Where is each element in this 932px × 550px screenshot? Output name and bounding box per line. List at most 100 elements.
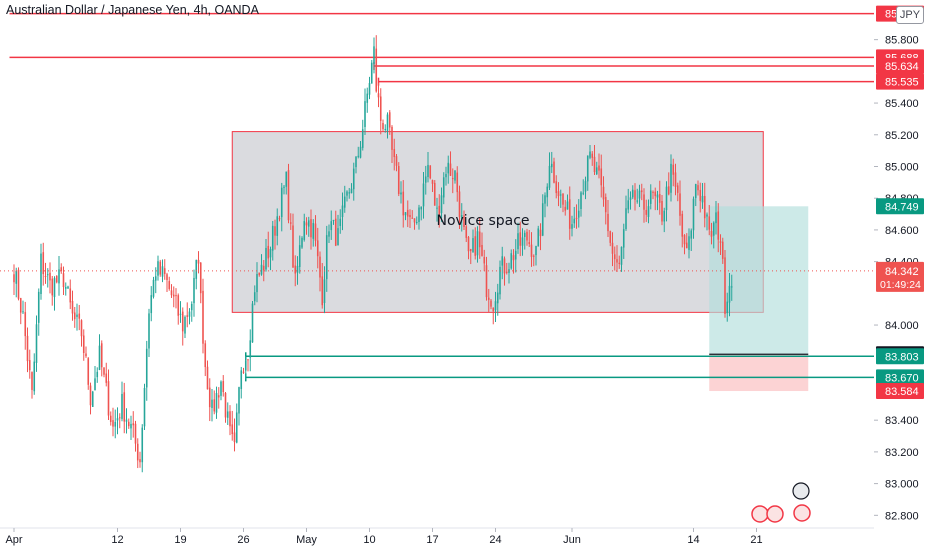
candle-body bbox=[112, 420, 114, 427]
price-tick-label: 84.600 bbox=[885, 225, 919, 237]
candle-body bbox=[211, 399, 213, 409]
candle-body bbox=[161, 266, 164, 277]
candle-body bbox=[640, 190, 643, 193]
idea-avatars[interactable] bbox=[751, 482, 811, 523]
candle-body bbox=[260, 264, 263, 275]
candle-body bbox=[638, 190, 641, 199]
time-tick-label: 21 bbox=[750, 534, 762, 546]
candle-body bbox=[541, 203, 544, 236]
price-tick-label: 85.400 bbox=[885, 98, 919, 110]
candle-body bbox=[393, 149, 396, 158]
candle-body bbox=[636, 200, 639, 202]
candle-body bbox=[258, 272, 261, 276]
candle-body bbox=[571, 224, 573, 229]
candle-body bbox=[17, 269, 20, 299]
horizontal-lines-layer bbox=[9, 12, 874, 382]
candle-body bbox=[456, 172, 459, 193]
time-tick-label: Jun bbox=[563, 534, 581, 546]
candle-body bbox=[460, 215, 463, 220]
candle-body bbox=[256, 274, 258, 293]
countdown-label: 01:49:24 bbox=[880, 279, 921, 291]
candle-body bbox=[312, 223, 315, 239]
candle-body bbox=[44, 275, 47, 277]
candle-body bbox=[465, 226, 468, 238]
candle-body bbox=[346, 191, 348, 196]
price-tick-label: 83.400 bbox=[885, 415, 919, 427]
price-tick-label: 83.200 bbox=[885, 447, 919, 459]
candle-body bbox=[253, 292, 256, 302]
candle-body bbox=[474, 236, 477, 256]
candle-body bbox=[307, 220, 310, 227]
candle-body bbox=[625, 208, 627, 230]
candle-body bbox=[654, 191, 657, 197]
candle-body bbox=[190, 304, 193, 311]
price-label-bg bbox=[876, 73, 924, 90]
candle-body bbox=[645, 209, 648, 215]
candle-body bbox=[652, 191, 654, 193]
avatar-icon[interactable] bbox=[766, 505, 784, 523]
price-label: 83.584 bbox=[885, 386, 919, 398]
candle-body bbox=[510, 253, 513, 269]
candle-body bbox=[370, 62, 373, 84]
price-label-bg bbox=[876, 348, 924, 365]
candle-body bbox=[694, 184, 697, 199]
candle-body bbox=[220, 381, 222, 396]
candle-body bbox=[235, 412, 238, 443]
time-axis-background bbox=[0, 528, 932, 550]
time-tick-label: 26 bbox=[237, 534, 249, 546]
candle-body bbox=[15, 270, 18, 284]
avatar-icon[interactable] bbox=[793, 504, 811, 522]
candle-body bbox=[688, 236, 690, 250]
candle-body bbox=[649, 190, 652, 204]
time-axis[interactable]: Apr 12 19 26 May 10 17 24 Jun 14 21 bbox=[0, 527, 932, 550]
candle-body bbox=[703, 195, 706, 219]
candle-body bbox=[249, 340, 252, 358]
candle-body bbox=[62, 273, 65, 288]
zone-label[interactable]: Novice space bbox=[436, 213, 529, 229]
candle-body bbox=[132, 423, 135, 426]
candle-body bbox=[726, 301, 729, 314]
price-tick-label: 83.000 bbox=[885, 479, 919, 491]
candle-body bbox=[463, 215, 465, 228]
candle-body bbox=[361, 129, 364, 148]
candle-body bbox=[278, 218, 281, 220]
candle-body bbox=[602, 186, 605, 200]
candle-body bbox=[42, 252, 45, 275]
candle-body bbox=[528, 242, 531, 244]
candle-body bbox=[595, 167, 598, 175]
candle-body bbox=[566, 201, 569, 210]
candle-body bbox=[37, 291, 40, 323]
candle-body bbox=[622, 229, 625, 248]
position-target-area bbox=[709, 206, 809, 355]
candle-body bbox=[514, 250, 517, 260]
candle-body bbox=[87, 358, 90, 385]
candle-body bbox=[229, 411, 231, 427]
candle-body bbox=[708, 216, 711, 230]
candle-body bbox=[251, 303, 254, 343]
candle-body bbox=[238, 387, 240, 414]
candle-body bbox=[355, 156, 357, 168]
avatar-icon[interactable] bbox=[792, 482, 810, 500]
candle-body bbox=[607, 213, 609, 232]
candle-body bbox=[24, 312, 27, 337]
candle-body bbox=[328, 231, 330, 237]
currency-badge[interactable]: JPY bbox=[896, 6, 924, 24]
candle-body bbox=[80, 320, 83, 337]
candle-body bbox=[60, 267, 63, 272]
range-zone bbox=[231, 131, 764, 313]
symbol-title[interactable]: Australian Dollar / Japanese Yen, 4h, OA… bbox=[6, 3, 259, 17]
candle-body bbox=[676, 185, 679, 193]
zone-label-layer: Novice space bbox=[436, 213, 529, 229]
avatar-icon[interactable] bbox=[751, 505, 769, 523]
candle-body bbox=[616, 259, 618, 263]
candle-body bbox=[166, 274, 168, 281]
candle-body bbox=[580, 192, 582, 209]
candle-body bbox=[546, 186, 549, 198]
candle-body bbox=[568, 199, 571, 229]
candle-body bbox=[397, 166, 400, 194]
candle-body bbox=[532, 255, 535, 257]
candle-body bbox=[334, 218, 337, 246]
candle-body bbox=[445, 174, 447, 178]
candle-body bbox=[193, 277, 195, 304]
